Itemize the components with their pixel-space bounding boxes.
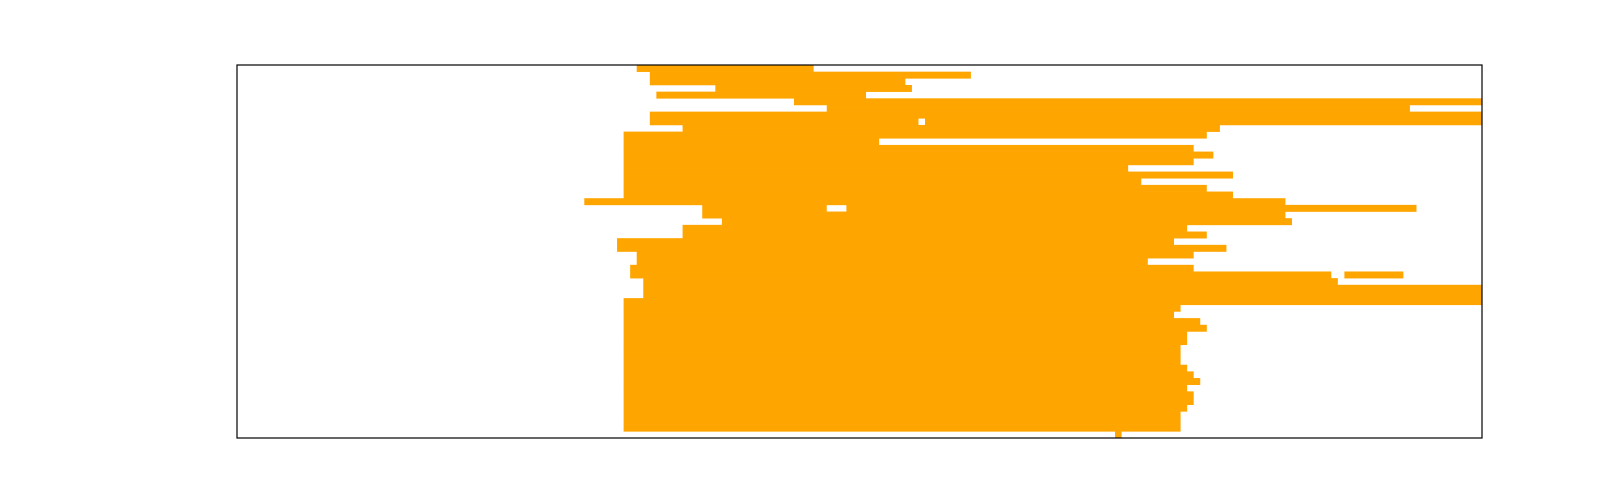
heatmap-cell-run-r23-s0 (721, 218, 1292, 226)
heatmap-cell-run-r13-s0 (623, 151, 1214, 159)
heatmap-cell-run-r50-s0 (623, 398, 1194, 405)
heatmap-cell-run-r7-s0 (649, 111, 1482, 119)
heatmap-cell-run-r20-s0 (584, 198, 1286, 206)
heatmap-cell-run-r46-s0 (623, 371, 1194, 379)
heatmap-cell-run-r41-s0 (623, 338, 1188, 346)
heatmap-cell-run-r28-s0 (636, 251, 1194, 259)
heatmap-cell-run-r54-s0 (623, 424, 1181, 432)
heatmap-cell-run-r47-s0 (623, 378, 1201, 386)
heatmap-cell-run-r22-s0 (702, 211, 1286, 219)
heatmap-cell-run-r30-s0 (630, 264, 1194, 272)
heatmap-cell-run-r44-s0 (623, 358, 1181, 366)
heatmap-cell-run-r17-s0 (623, 178, 1142, 186)
heatmap-cell-run-r43-s0 (623, 351, 1181, 359)
heatmap-cell-run-r24-s0 (682, 224, 1188, 232)
heatmap-cell-run-r32-s0 (643, 278, 1338, 286)
heatmap-cell-run-r8-s0 (649, 118, 919, 126)
heatmap-cell-run-r33-s0 (643, 284, 1482, 292)
heatmap-cell-run-r49-s0 (623, 391, 1194, 399)
heatmap-cell-run-r48-s0 (623, 384, 1188, 392)
heatmap-cell-run-r31-s1 (1344, 271, 1404, 279)
heatmap-cell-run-r8-s1 (925, 118, 1482, 126)
heatmap-cell-run-r52-s0 (623, 411, 1181, 419)
heatmap-cell-run-r21-s1 (846, 204, 1417, 212)
heatmap-cell-run-r40-s0 (623, 331, 1188, 339)
heatmap-cell-run-r35-s0 (623, 298, 1482, 306)
heatmap-cell-run-r42-s0 (623, 344, 1181, 352)
heatmap-cell-run-r53-s0 (623, 418, 1181, 425)
heatmap-cell-run-r3-s0 (715, 84, 912, 92)
heatmap-cell-run-r11-s0 (623, 138, 880, 146)
heatmap-cell-run-r38-s0 (623, 318, 1201, 326)
heatmap-cell-run-r4-s0 (656, 91, 867, 99)
heatmap-cell-run-r31-s0 (630, 271, 1332, 279)
heatmap-cell-run-r19-s0 (623, 191, 1233, 199)
heatmap-cell-run-r27-s0 (617, 244, 1227, 252)
heatmap-cell-run-r0-s0 (636, 65, 814, 72)
heatmap-cell-run-r10-s0 (623, 131, 1207, 139)
heatmap-cell-run-r25-s0 (682, 231, 1207, 239)
heatmap-cell-run-r1-s0 (649, 71, 971, 79)
heatmap-cell-run-r12-s0 (623, 144, 1194, 152)
heatmap-cell-run-r15-s0 (623, 164, 1129, 172)
heatmap-cell-run-r55-s0 (1115, 431, 1122, 439)
heatmap-cell-run-r14-s0 (623, 158, 1194, 166)
heatmap-cell-run-r37-s0 (623, 311, 1175, 319)
plot-frame (236, 64, 1483, 439)
heatmap-cell-run-r51-s0 (623, 404, 1188, 412)
heatmap-cell-run-r45-s0 (623, 364, 1188, 372)
heatmap-cell-run-r36-s0 (623, 304, 1181, 312)
heatmap-cells (584, 65, 1482, 439)
heatmap-cell-run-r39-s0 (623, 324, 1207, 332)
heatmap-cell-run-r21-s0 (702, 204, 827, 212)
heatmap-cell-run-r16-s0 (623, 171, 1233, 179)
heatmap-cell-run-r9-s0 (682, 124, 1220, 132)
heatmap-cell-run-r18-s0 (623, 184, 1207, 192)
heatmap-cell-run-r5-s0 (793, 98, 1482, 106)
heatmap-cell-run-r34-s0 (643, 291, 1482, 299)
heatmap-cell-run-r26-s0 (617, 238, 1175, 246)
heatmap-cell-run-r2-s0 (649, 78, 906, 86)
heatmap-cell-run-r29-s0 (636, 258, 1148, 266)
heatmap-cell-run-r6-s0 (826, 104, 1410, 112)
